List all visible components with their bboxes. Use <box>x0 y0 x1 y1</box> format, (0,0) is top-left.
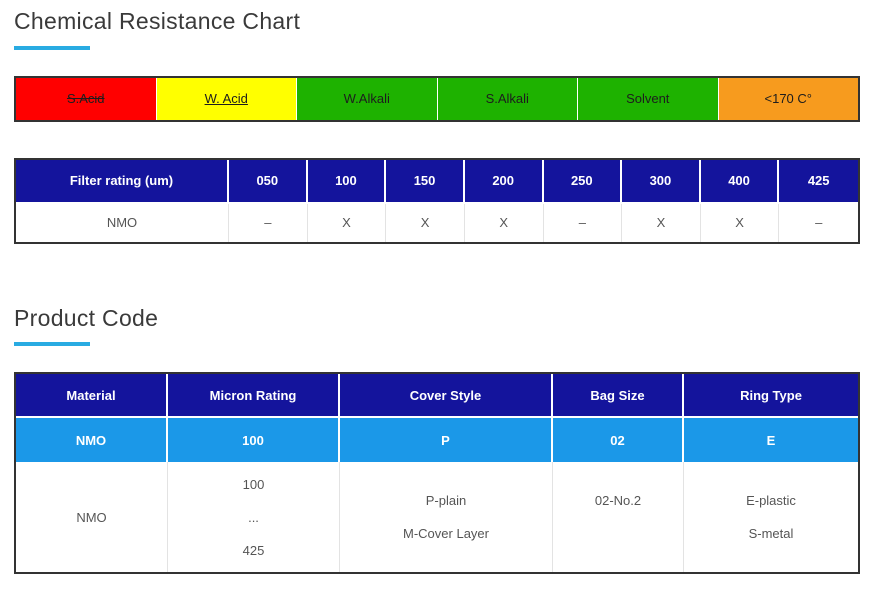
title-accent-bar <box>14 45 90 50</box>
product-code-table: Material Micron Rating Cover Style Bag S… <box>14 372 860 575</box>
product-code-title: Product Code <box>14 304 159 331</box>
rating-value-200: X <box>464 203 544 242</box>
rating-value-400: X <box>700 203 780 242</box>
product-code-section: Product Code Material Micron Rating Cove… <box>14 305 860 575</box>
filter-rating-col-250: 250 <box>543 159 623 204</box>
code-bag-size: 02 <box>553 418 684 463</box>
filter-rating-header-row: Filter rating (um) 050 100 150 200 250 3… <box>16 159 858 204</box>
detail-material: NMO <box>16 462 168 573</box>
rating-value-100: X <box>307 203 387 242</box>
detail-ring-line: S-metal <box>748 526 794 542</box>
detail-micron-rating: 100 ... 425 <box>168 462 340 573</box>
legend-label-w-alkali: W.Alkali <box>343 91 390 107</box>
filter-rating-col-150: 150 <box>386 159 465 204</box>
filter-rating-nmo-row: NMO – X X X – X X – <box>16 203 858 242</box>
code-cover-style: P <box>340 418 553 463</box>
legend-label-temperature: <170 C° <box>764 91 812 107</box>
product-code-value-row: NMO 100 P 02 E <box>16 418 858 463</box>
detail-cover-line: P-plain <box>425 493 467 509</box>
detail-ring-type: E-plastic S-metal <box>684 462 858 573</box>
legend-cell-solvent: Solvent <box>578 77 719 120</box>
product-code-detail-row: NMO 100 ... 425 P-plain M-Cover Layer <box>16 462 858 573</box>
detail-bag-size: 02-No.2 <box>553 462 684 573</box>
filter-rating-col-400: 400 <box>700 159 780 204</box>
chemical-resistance-title: Chemical Resistance Chart <box>14 8 301 34</box>
product-code-header-row: Material Micron Rating Cover Style Bag S… <box>16 374 858 419</box>
legend-cell-temperature: <170 C° <box>718 77 858 120</box>
code-ring-type: E <box>766 432 776 448</box>
legend-cell-s-alkali: S.Alkali <box>437 77 578 120</box>
header-material: Material <box>16 374 168 419</box>
legend-cell-s-acid: S.Acid <box>16 77 157 120</box>
chemical-resistance-section: Chemical Resistance Chart S.Acid W. Acid… <box>14 8 860 244</box>
filter-rating-col-100: 100 <box>307 159 387 204</box>
rating-value-250: – <box>543 203 623 242</box>
code-material: NMO <box>16 418 168 463</box>
resistance-legend-bar: S.Acid W. Acid W.Alkali S.Alkali Solvent… <box>14 75 860 122</box>
title-accent-bar <box>14 342 90 347</box>
filter-rating-header: Filter rating (um) <box>16 159 229 204</box>
code-micron-rating: 100 <box>168 418 340 463</box>
page: Chemical Resistance Chart S.Acid W. Acid… <box>14 8 860 575</box>
filter-rating-col-425: 425 <box>779 160 858 204</box>
filter-rating-col-300: 300 <box>622 159 701 204</box>
filter-rating-table: Filter rating (um) 050 100 150 200 250 3… <box>14 157 860 244</box>
rating-value-150: X <box>386 203 465 242</box>
header-micron-rating: Micron Rating <box>168 374 340 419</box>
detail-material-line: NMO <box>76 509 107 525</box>
detail-bag-line: 02-No.2 <box>594 493 642 509</box>
legend-label-s-acid: S.Acid <box>66 91 105 107</box>
header-bag-size: Bag Size <box>553 374 684 419</box>
legend-label-solvent: Solvent <box>626 91 670 107</box>
legend-cell-w-alkali: W.Alkali <box>297 77 438 120</box>
legend-label-s-alkali: S.Alkali <box>485 91 529 107</box>
detail-micron-line: 100 <box>242 476 265 492</box>
rating-value-425: – <box>779 203 858 242</box>
header-cover-style: Cover Style <box>340 374 553 419</box>
detail-micron-line: 425 <box>242 542 265 558</box>
legend-label-w-acid: W. Acid <box>204 91 248 107</box>
rating-value-050: – <box>229 203 308 242</box>
material-cell: NMO <box>16 203 229 242</box>
filter-rating-col-050: 050 <box>229 159 308 204</box>
detail-cover-line: M-Cover Layer <box>403 526 489 542</box>
detail-ring-line: E-plastic <box>746 493 796 509</box>
legend-cell-w-acid: W. Acid <box>156 77 297 120</box>
detail-cover-style: P-plain M-Cover Layer <box>340 462 553 573</box>
filter-rating-col-200: 200 <box>464 159 544 204</box>
header-ring-type: Ring Type <box>684 374 858 419</box>
rating-value-300: X <box>622 203 701 242</box>
detail-micron-line: ... <box>248 509 259 525</box>
